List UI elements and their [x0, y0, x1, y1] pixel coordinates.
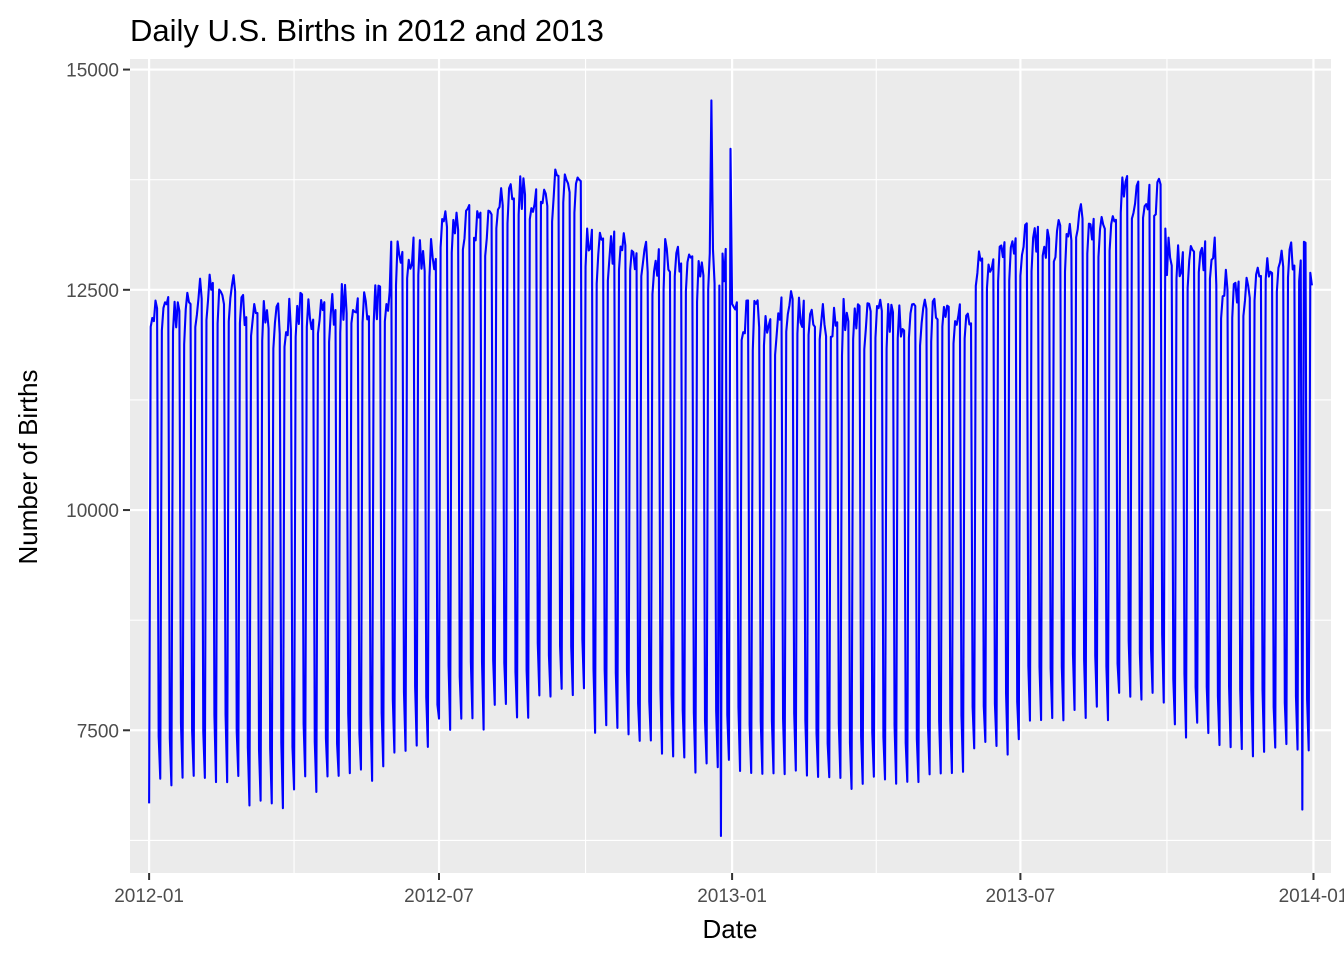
y-tick-label: 10000: [66, 501, 119, 522]
x-axis: 2012-01 2012-07 2013-01 2013-07 2014-01: [114, 873, 1344, 907]
x-tick-label: 2012-07: [404, 886, 474, 907]
y-axis-title: Number of Births: [13, 369, 43, 564]
x-axis-title: Date: [703, 914, 758, 944]
x-tick-label: 2013-07: [986, 886, 1056, 907]
series-layer: [148, 99, 1313, 838]
x-tick-label: 2013-01: [697, 886, 767, 907]
x-tick-label: 2014-01: [1279, 886, 1344, 907]
x-tick-label: 2012-01: [114, 886, 184, 907]
y-tick-label: 15000: [66, 61, 119, 82]
y-tick-label: 12500: [66, 281, 119, 302]
chart-title: Daily U.S. Births in 2012 and 2013: [130, 13, 604, 48]
y-tick-label: 7500: [77, 721, 119, 742]
y-axis: 7500 10000 12500 15000: [66, 61, 130, 742]
series-line-births: [148, 99, 1313, 838]
